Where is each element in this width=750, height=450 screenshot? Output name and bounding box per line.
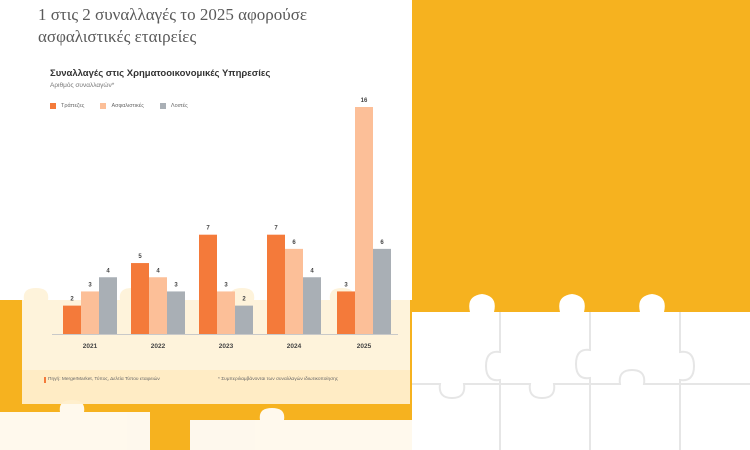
page-headline: 1 στις 2 συναλλαγές το 2025 αφορούσε ασφ… (38, 5, 308, 46)
legend-swatch-banks (50, 103, 56, 109)
chart-card (22, 0, 410, 404)
legend-swatch-insurance (100, 103, 107, 109)
legend-label-insurance: Ασφαλιστικές (111, 103, 144, 109)
legend-label-banks: Τράπεζες (61, 103, 85, 109)
legend-item-banks: Τράπεζες (50, 103, 84, 109)
chart-subtitle: Αριθμός συναλλαγών* (50, 82, 115, 89)
chart-title: Συναλλαγές στις Χρηματοοικονομικές Υπηρε… (50, 68, 271, 79)
footnote: * Συμπεριλαμβάνονται των συναλλαγών ιδιω… (218, 377, 339, 382)
legend-item-insurance: Ασφαλιστικές (100, 103, 144, 109)
puzzle-pieces-bottom-right (412, 294, 750, 450)
legend-swatch-other (159, 103, 166, 109)
source-marker (44, 377, 46, 383)
chart-legend: Τράπεζες Ασφαλιστικές Λοιπές (50, 103, 204, 109)
legend-item-other: Λοιπές (159, 103, 188, 109)
legend-label-other: Λοιπές (170, 103, 188, 109)
source-note: Πηγή: MergerMarket, Τύπος, Δελτία Τύπου … (48, 377, 160, 382)
chart-footer-band (22, 370, 410, 404)
